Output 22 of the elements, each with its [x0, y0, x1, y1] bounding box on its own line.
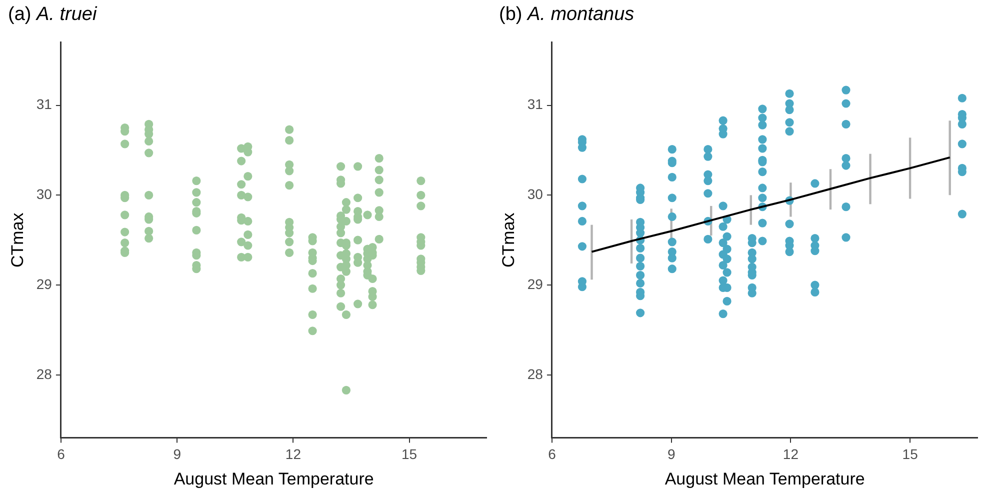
y-tick-label: 29 [36, 276, 52, 292]
x-tick-label: 12 [782, 446, 799, 462]
y-tick-label: 31 [36, 96, 52, 112]
y-tick-label: 28 [527, 366, 544, 382]
chart-title: (b) A. montanus [499, 4, 634, 25]
x-tick-label: 9 [173, 446, 182, 462]
y-axis-title: CTmax [8, 212, 27, 268]
x-tick-label: 6 [57, 446, 66, 462]
x-tick-label: 15 [902, 446, 918, 462]
y-tick-label: 30 [527, 186, 544, 202]
x-tick-label: 9 [667, 446, 676, 462]
x-tick-label: 15 [402, 446, 418, 462]
y-tick-label: 30 [36, 186, 52, 202]
x-tick-label: 6 [548, 446, 556, 462]
y-tick-label: 28 [36, 366, 52, 382]
y-tick-label: 31 [527, 96, 544, 112]
chart-title: (a) A. truei [8, 4, 97, 25]
y-tick-label: 29 [527, 276, 544, 292]
x-tick-label: 12 [285, 446, 302, 462]
y-axis-title: CTmax [498, 212, 518, 268]
x-axis-title: August Mean Temperature [664, 469, 865, 488]
x-axis-title: August Mean Temperature [174, 469, 374, 488]
